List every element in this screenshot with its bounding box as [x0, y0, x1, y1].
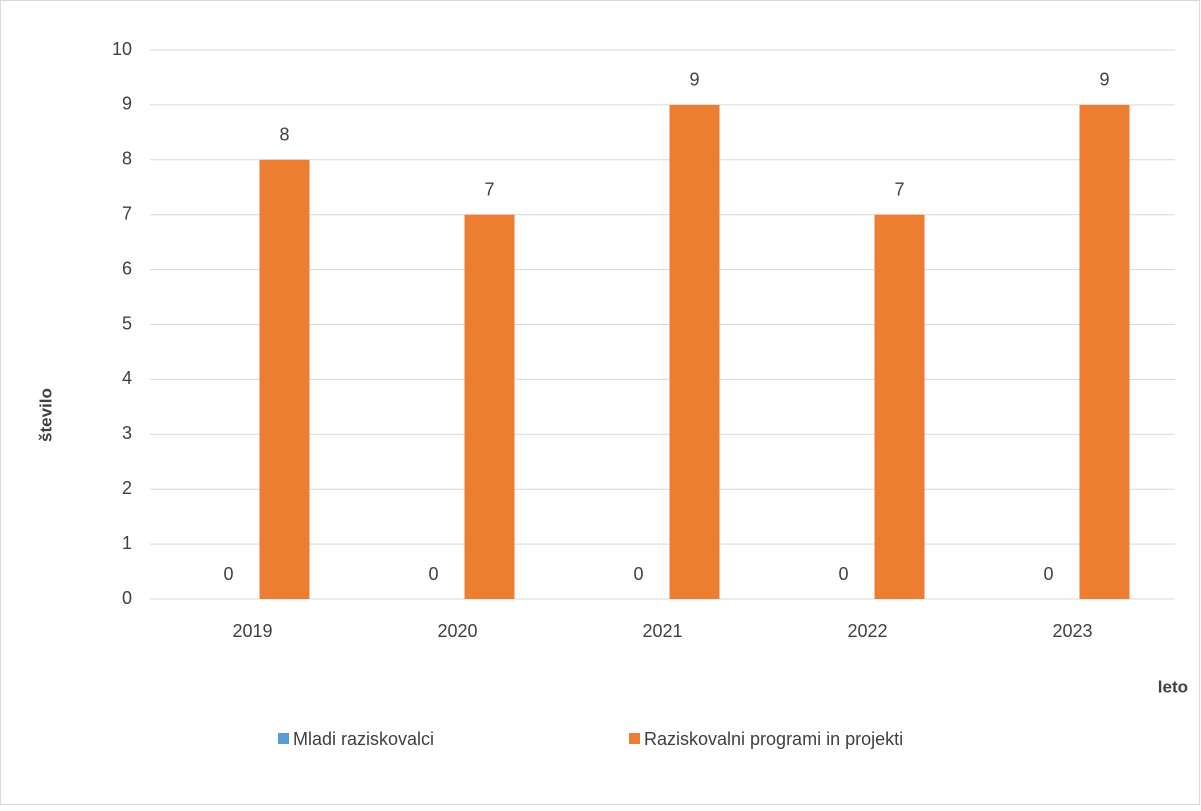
- data-label: 8: [279, 125, 289, 145]
- x-tick-label: 2021: [642, 621, 682, 641]
- x-tick-label: 2020: [437, 621, 477, 641]
- legend-label: Mladi raziskovalci: [293, 729, 434, 749]
- y-tick-label: 4: [122, 368, 132, 388]
- x-axis-title: leto: [1158, 677, 1188, 696]
- y-tick-label: 8: [122, 149, 132, 169]
- y-tick-label: 3: [122, 423, 132, 443]
- x-tick-label: 2022: [847, 621, 887, 641]
- legend-label: Raziskovalni programi in projekti: [644, 729, 903, 749]
- bar: [1079, 104, 1130, 600]
- legend-swatch: [278, 733, 289, 744]
- y-tick-label: 6: [122, 258, 132, 278]
- x-tick-label: 2023: [1052, 621, 1092, 641]
- y-tick-label: 2: [122, 478, 132, 498]
- data-label: 0: [838, 564, 848, 584]
- data-label: 7: [894, 179, 904, 199]
- data-label: 0: [428, 564, 438, 584]
- y-axis-title: število: [36, 388, 55, 442]
- x-tick-label: 2019: [232, 621, 272, 641]
- bar: [669, 104, 720, 600]
- y-tick-label: 5: [122, 313, 132, 333]
- y-tick-label: 9: [122, 94, 132, 114]
- data-label: 0: [1043, 564, 1053, 584]
- data-label: 0: [633, 564, 643, 584]
- data-label: 0: [223, 564, 233, 584]
- y-tick-label: 0: [122, 588, 132, 608]
- legend-swatch: [629, 733, 640, 744]
- bar: [464, 214, 515, 599]
- bar: [874, 214, 925, 599]
- data-label: 9: [689, 70, 699, 90]
- bar: [259, 159, 310, 600]
- y-tick-label: 7: [122, 203, 132, 223]
- y-tick-label: 10: [112, 39, 132, 59]
- y-tick-label: 1: [122, 533, 132, 553]
- data-label: 7: [484, 179, 494, 199]
- data-label: 9: [1099, 70, 1109, 90]
